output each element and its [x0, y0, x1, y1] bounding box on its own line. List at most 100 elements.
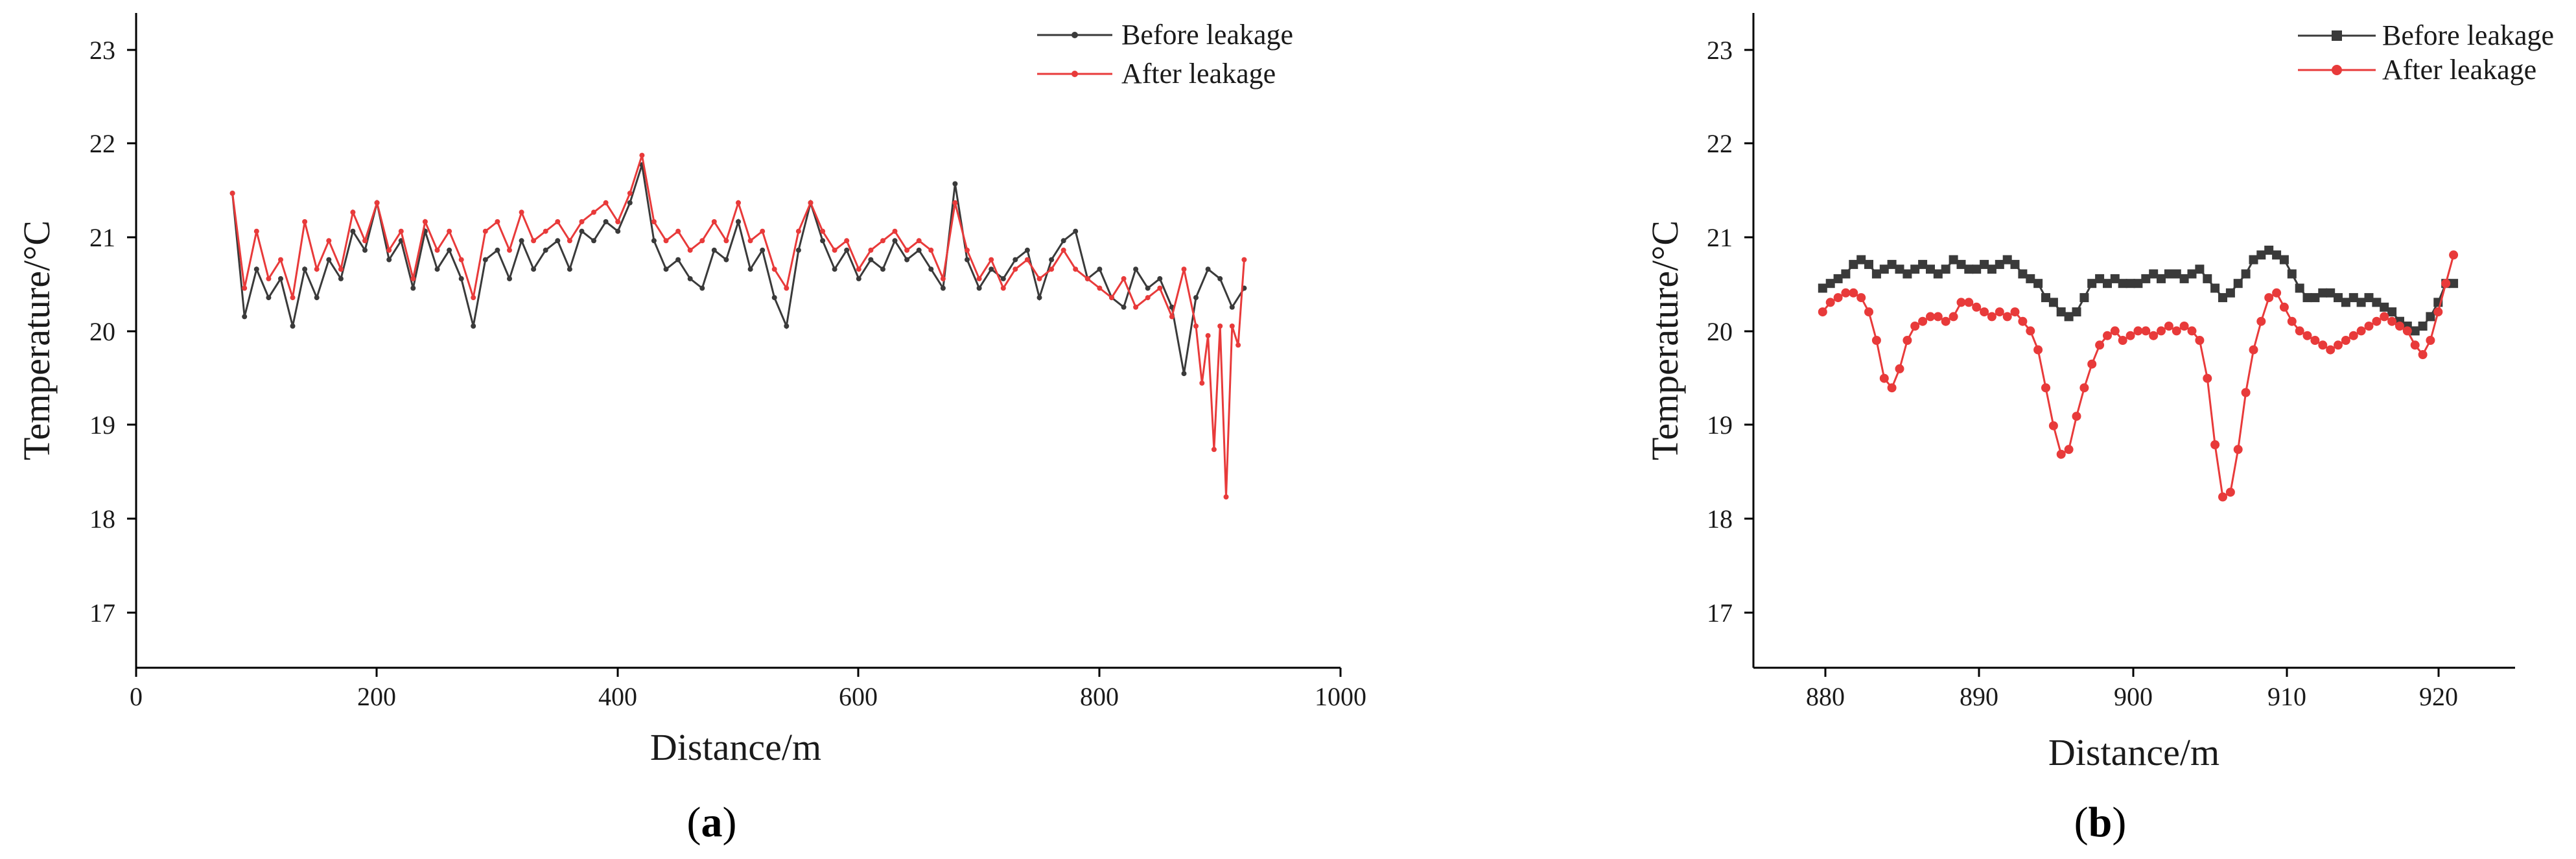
panel-b-after-point — [1941, 316, 1950, 326]
panel-a-ytick-label: 23 — [89, 36, 115, 65]
panel-b-before-point — [2133, 279, 2143, 288]
panel-a-after-point — [1133, 304, 1139, 310]
panel-b-before-point — [2272, 250, 2282, 260]
panel-a-after-point — [1217, 324, 1223, 329]
panel-b-after-point — [2395, 322, 2404, 331]
panel-a-before-point — [736, 219, 741, 224]
panel-b-before-point — [2187, 269, 2197, 279]
panel-b-after-point — [2418, 350, 2428, 359]
panel-b-series-before — [1818, 245, 2459, 336]
panel-a-before-point — [1217, 276, 1223, 281]
panel-a-after-point — [904, 247, 910, 253]
panel-b-before-point — [1933, 269, 1943, 279]
panel-b-before-point — [1903, 269, 1912, 279]
panel-a-after-point — [290, 295, 296, 301]
panel-b-before-point — [1818, 283, 1827, 293]
panel-b-before-point — [1871, 269, 1881, 279]
panel-b-legend-after-marker — [2332, 65, 2342, 75]
panel-a-after-point — [952, 200, 958, 206]
panel-a-after-point — [808, 200, 814, 206]
panel-b-before-point — [2072, 307, 2081, 317]
panel-b-before-point — [1864, 259, 1873, 269]
panel-a-before-point — [615, 228, 621, 234]
panel-b-before-point — [1918, 259, 1928, 269]
panel-a-after-point — [278, 257, 283, 263]
panel-b-before-point — [2356, 298, 2366, 307]
panel-a-after-point — [736, 200, 741, 206]
panel-b-before-point — [2064, 312, 2074, 322]
panel-a-after-point — [880, 238, 885, 244]
panel-a-after-point — [471, 295, 476, 301]
panel-b-after-point — [2210, 440, 2220, 449]
panel-b-after-point — [1972, 302, 1982, 312]
panel-b-caption-letter: b — [2089, 799, 2113, 846]
panel-b-after-point — [1871, 336, 1881, 345]
panel-a-before-point — [976, 285, 982, 291]
panel-b-before-point — [2218, 293, 2227, 303]
panel-a-before-point — [1181, 371, 1187, 377]
panel-b-before-point — [2157, 274, 2166, 283]
panel-a-after-point — [266, 276, 272, 281]
panel-b-after-point — [2256, 316, 2266, 326]
panel-b-after-point — [1980, 307, 1989, 317]
panel-a-after-point — [651, 219, 657, 224]
panel-a-after-point — [482, 228, 488, 234]
panel-b-plot-area — [1818, 245, 2459, 502]
panel-b-before-point — [2310, 293, 2320, 303]
panel-b-after-point — [2364, 322, 2374, 331]
panel-a-ytick-label: 20 — [89, 317, 115, 346]
panel-a-xtick-label: 400 — [598, 682, 637, 711]
panel-b-after-point — [1964, 298, 1974, 307]
panel-a-before-point — [723, 257, 729, 263]
panel-b-after-point — [2426, 336, 2435, 345]
panel-a-after-point — [338, 266, 344, 272]
panel-b-caption-open: ( — [2074, 799, 2089, 846]
panel-a-after-point — [1049, 266, 1055, 272]
panel-a-after-point — [940, 276, 946, 281]
panel-a-before-point — [591, 238, 596, 244]
panel-a-before-point — [760, 247, 766, 253]
panel-a-after-point — [760, 228, 766, 234]
panel-b-after-point — [1926, 312, 1935, 322]
panel-b-before-point — [2279, 255, 2289, 265]
panel-a-after-point — [1169, 314, 1175, 320]
panel-b-ytick-label: 21 — [1707, 223, 1733, 252]
panel-a-before-point — [989, 266, 994, 272]
panel-a-after-point — [784, 285, 790, 291]
panel-a-before-point — [410, 285, 416, 291]
panel-b-caption-close: ) — [2112, 799, 2126, 846]
panel-a-series-before — [229, 162, 1247, 377]
panel-b-before-point — [1910, 265, 1920, 274]
panel-b-before-point — [2295, 283, 2304, 293]
panel-b-before-point — [1995, 259, 2004, 269]
panel-b-after-point — [2125, 331, 2135, 340]
panel-a-after-point — [386, 247, 392, 253]
panel-b-before-point — [2387, 307, 2397, 317]
panel-b-before-leakage-line — [1822, 249, 2454, 333]
panel-b-after-point — [2287, 316, 2297, 326]
panel-a-after-point — [1073, 266, 1079, 272]
panel-a-after-point — [711, 219, 717, 224]
panel-b-after-point — [1887, 383, 1897, 393]
panel-a-after-point — [1181, 266, 1187, 272]
panel-b-after-point — [2225, 488, 2235, 497]
panel-a-after-point — [422, 219, 428, 224]
panel-b-ytick-label: 17 — [1707, 598, 1733, 628]
panel-a-after-point — [639, 152, 645, 158]
panel-a-before-point — [699, 285, 705, 291]
panel-a-after-point — [253, 228, 259, 234]
panel-a-before-point — [1157, 276, 1163, 281]
panel-a-before-leakage-markers — [229, 162, 1247, 377]
panel-a-after-point — [531, 238, 537, 244]
panel-b-after-point — [1879, 373, 1889, 383]
panel-b-after-point — [2164, 322, 2173, 331]
panel-b-after-point — [2318, 340, 2328, 350]
panel-a-before-point — [771, 295, 777, 301]
panel-a-after-point — [687, 247, 693, 253]
panel-b-ytick-label: 19 — [1707, 410, 1733, 440]
panel-b-after-point — [1849, 288, 1858, 298]
panel-b-before-point — [2125, 279, 2135, 288]
panel-a-after-point — [543, 228, 548, 234]
panel-b-before-point — [1987, 265, 1996, 274]
panel-b-after-point — [1918, 316, 1928, 326]
